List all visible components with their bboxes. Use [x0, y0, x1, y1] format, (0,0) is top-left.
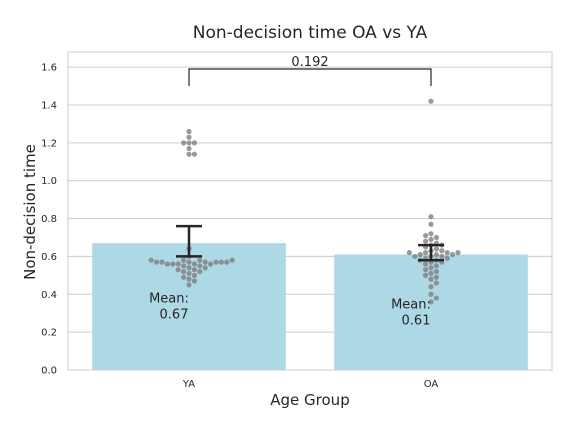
data-point-ya [191, 140, 197, 146]
mean-value: 0.61 [402, 313, 431, 328]
data-point-oa [450, 251, 456, 258]
data-point-ya [181, 268, 187, 275]
data-point-ya [208, 261, 214, 267]
data-point-ya [202, 259, 208, 265]
y-tick-label: 0.4 [41, 290, 57, 301]
y-tick-label: 1.4 [41, 101, 57, 112]
data-point-ya [229, 257, 235, 263]
data-point-ya [197, 263, 203, 269]
data-point-ya [181, 257, 187, 263]
data-point-oa [433, 268, 439, 275]
data-point-ya [191, 261, 197, 267]
y-tick-label: 1.0 [41, 176, 57, 187]
error-bar-layer [176, 224, 444, 262]
data-point-ya [224, 259, 230, 265]
data-point-ya [186, 270, 192, 277]
data-point-ya [191, 151, 197, 157]
data-point-oa [406, 250, 412, 256]
data-point-oa [433, 263, 439, 269]
data-point-oa [417, 251, 423, 258]
y-tick-label: 1.2 [41, 138, 57, 149]
data-point-oa [428, 231, 434, 237]
x-axis-title: Age Group [270, 391, 349, 409]
data-point-oa [444, 250, 450, 256]
data-point-oa [433, 234, 439, 241]
data-point-oa [433, 280, 439, 286]
data-point-ya [191, 267, 197, 273]
data-point-ya [175, 267, 181, 273]
y-tick-label: 0.6 [41, 252, 57, 263]
data-point-ya [186, 265, 192, 271]
data-point-oa [444, 255, 450, 261]
data-point-ya [181, 140, 187, 146]
data-point-oa [423, 261, 429, 267]
data-point-oa [428, 291, 434, 297]
data-point-oa [439, 253, 445, 260]
data-point-oa [433, 246, 439, 252]
data-point-ya [186, 282, 192, 288]
data-point-ya [186, 145, 192, 152]
data-point-oa [423, 233, 429, 239]
data-point-oa [428, 299, 434, 305]
data-point-ya [170, 261, 176, 267]
data-point-ya [191, 278, 197, 284]
data-point-oa [412, 253, 418, 260]
data-point-ya [218, 259, 224, 265]
data-point-ya [159, 259, 165, 265]
data-point-oa [428, 284, 434, 290]
data-point-oa [423, 250, 429, 256]
data-point-ya [186, 259, 192, 265]
data-point-ya [197, 268, 203, 275]
data-point-ya [164, 261, 170, 267]
data-point-oa [428, 265, 434, 271]
data-point-oa [428, 221, 434, 227]
data-point-oa [428, 98, 434, 104]
data-point-ya [191, 272, 197, 278]
significance-bracket [188, 68, 432, 87]
data-point-ya [186, 128, 192, 135]
plot-frame [67, 51, 553, 371]
data-point-oa [428, 270, 434, 277]
y-axis-title: Non-decision time [21, 144, 39, 280]
mean-label: Mean: [149, 292, 189, 307]
significance-label: 0.192 [291, 55, 328, 70]
chart-title: Non-decision time OA vs YA [193, 23, 428, 43]
data-point-ya [186, 134, 192, 140]
data-point-oa [423, 272, 429, 278]
x-tick-label: OA [424, 379, 439, 390]
data-point-oa [433, 274, 439, 280]
x-tick-label: YA [182, 379, 195, 390]
data-point-oa [428, 214, 434, 220]
data-point-ya [154, 259, 160, 265]
data-point-ya [186, 151, 192, 157]
mean-label: Mean: [391, 297, 431, 312]
data-point-oa [433, 251, 439, 258]
data-point-ya [213, 259, 219, 265]
y-tick-label: 1.6 [41, 63, 57, 74]
data-point-oa [428, 236, 434, 242]
y-tick-label: 0.0 [41, 366, 57, 377]
data-point-oa [428, 276, 434, 282]
mean-value: 0.67 [160, 308, 189, 323]
data-point-ya [148, 257, 154, 263]
data-point-oa [433, 295, 439, 301]
data-point-ya [197, 257, 203, 263]
data-point-oa [423, 238, 429, 244]
data-point-oa [423, 267, 429, 273]
y-tick-label: 0.8 [41, 214, 57, 225]
data-point-oa [455, 250, 461, 256]
y-tick-label: 0.2 [41, 328, 57, 339]
data-point-oa [439, 248, 445, 254]
data-point-ya [202, 265, 208, 271]
data-point-ya [175, 261, 181, 267]
data-point-ya [186, 276, 192, 282]
data-point-ya [186, 140, 192, 146]
data-point-ya [181, 274, 187, 280]
data-point-ya [181, 263, 187, 269]
